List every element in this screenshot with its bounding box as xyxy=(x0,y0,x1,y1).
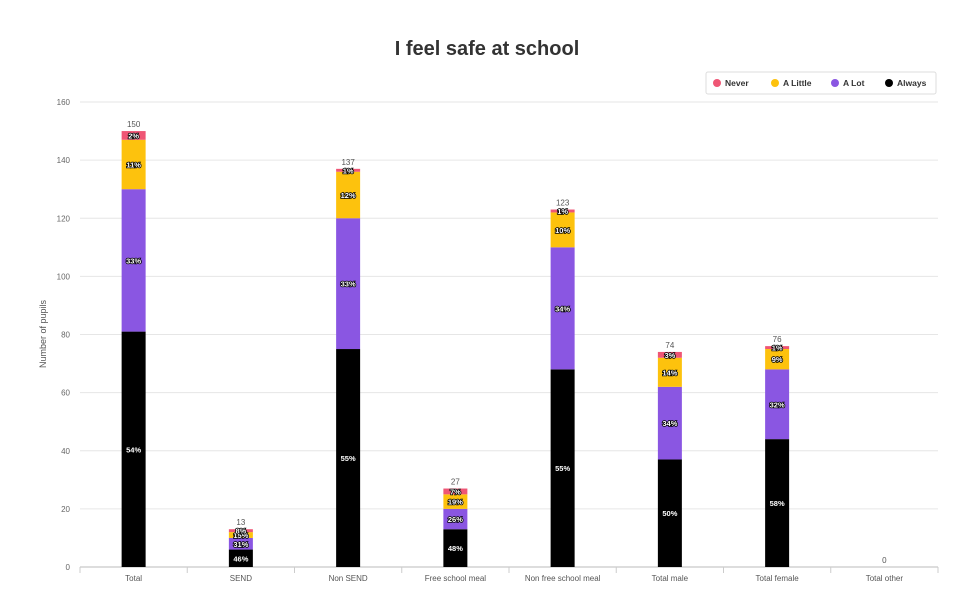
legend: Never A Little A Lot Always xyxy=(705,71,937,95)
bar-segment xyxy=(550,369,575,567)
bar-data-label: 55% xyxy=(555,464,570,473)
legend-item-label: A Little xyxy=(783,78,812,88)
bar-data-label: 34% xyxy=(662,419,677,428)
x-tick-label: Total xyxy=(125,574,142,583)
gridlines xyxy=(80,101,938,568)
x-tick-label: Total female xyxy=(756,574,800,583)
bar-segment xyxy=(228,537,253,550)
bar-data-label: 32% xyxy=(770,400,785,409)
bar-data-label: 26% xyxy=(448,515,463,524)
legend-swatch xyxy=(831,79,839,87)
y-tick-label: 40 xyxy=(61,447,70,456)
bar-data-label: 31% xyxy=(233,540,248,549)
bar-segment xyxy=(443,488,468,495)
bar-data-label: 15% xyxy=(233,531,248,540)
bar-segment xyxy=(443,508,468,530)
bar-total-label: 74 xyxy=(665,341,674,350)
bar-data-label: 1% xyxy=(772,344,783,353)
y-tick-label: 0 xyxy=(66,563,71,572)
bar-data-label: 46% xyxy=(233,554,248,563)
bar-segment xyxy=(550,212,575,248)
bar-segment xyxy=(228,529,253,533)
bar-segment xyxy=(336,218,361,350)
x-tick-label: SEND xyxy=(230,574,252,583)
bar-total-label: 76 xyxy=(773,335,782,344)
bar-data-label: 33% xyxy=(126,256,141,265)
bar-segment xyxy=(765,439,790,567)
y-tick-label: 160 xyxy=(57,98,71,107)
bar-data-label: 12% xyxy=(341,191,356,200)
bar-segment xyxy=(336,171,361,219)
y-tick-label: 60 xyxy=(61,389,70,398)
bar-segment xyxy=(228,532,253,538)
bar-segment xyxy=(765,349,790,370)
y-tick-label: 20 xyxy=(61,505,70,514)
bar-data-label: 8% xyxy=(235,527,246,536)
bar-data-label: 58% xyxy=(770,499,785,508)
bar-segment xyxy=(550,209,575,213)
bar-segment xyxy=(121,139,146,190)
bar-data-label: 14% xyxy=(662,368,677,377)
bar-data-label: 48% xyxy=(448,544,463,553)
legend-item-label: A Lot xyxy=(843,78,865,88)
legend-swatch xyxy=(771,79,779,87)
chart-title: I feel safe at school xyxy=(395,38,580,60)
bar-total-label: 150 xyxy=(127,120,141,129)
bar-segment xyxy=(336,349,361,567)
x-tick-label: Non SEND xyxy=(329,574,368,583)
bar-data-label: 3% xyxy=(664,351,675,360)
axes: 0 20 40 60 80 100 120 140 160 Total SEND Non SEND Fr… xyxy=(57,98,939,583)
bar-data-label: 1% xyxy=(557,207,568,216)
legend-swatch xyxy=(713,79,721,87)
bar-segment xyxy=(550,247,575,370)
bar-segment xyxy=(443,529,468,567)
bar-segment xyxy=(657,357,682,387)
bar-total-label: 137 xyxy=(341,158,355,167)
bar-data-label: 2% xyxy=(128,131,139,140)
bar-data-label: 55% xyxy=(341,454,356,463)
bar-segment xyxy=(765,369,790,440)
x-tick-label: Free school meal xyxy=(425,574,487,583)
y-axis-label: Number of pupils xyxy=(38,299,48,368)
bar-segment xyxy=(657,459,682,567)
bar-segment xyxy=(121,131,146,140)
y-tick-label: 100 xyxy=(57,272,71,281)
bar-data-label: 34% xyxy=(555,304,570,313)
y-tick-label: 140 xyxy=(57,156,71,165)
legend-swatch xyxy=(885,79,893,87)
y-tick-label: 120 xyxy=(57,214,71,223)
bar-data-label: 54% xyxy=(126,445,141,454)
bar-segment xyxy=(765,346,790,350)
x-tick-label: Total other xyxy=(866,574,904,583)
bar-data-label: 1% xyxy=(343,166,354,175)
bar-data-label: 33% xyxy=(341,280,356,289)
bars: 54%33%11%2%15046%31%15%8%1355%33%12%1%13… xyxy=(121,120,887,567)
bar-data-label: 11% xyxy=(126,160,141,169)
bar-data-label: 9% xyxy=(772,355,783,364)
bar-segment xyxy=(443,494,468,509)
bar-total-label: 13 xyxy=(236,518,245,527)
bar-segment xyxy=(121,331,146,567)
legend-item-label: Always xyxy=(897,78,927,88)
bar-data-label: 10% xyxy=(555,226,570,235)
bar-segment xyxy=(336,168,361,172)
bar-total-label: 0 xyxy=(882,556,887,565)
bar-segment xyxy=(657,351,682,358)
legend-box xyxy=(705,71,937,95)
bar-segment xyxy=(657,386,682,460)
legend-item-label: Never xyxy=(725,78,749,88)
bar-data-label: 7% xyxy=(450,487,461,496)
bar-data-label: 50% xyxy=(662,509,677,518)
bar-segment xyxy=(121,189,146,332)
y-tick-label: 80 xyxy=(61,331,70,340)
bar-segment xyxy=(228,549,253,567)
x-tick-label: Total male xyxy=(652,574,689,583)
x-tick-label: Non free school meal xyxy=(525,574,601,583)
bar-data-label: 19% xyxy=(448,498,463,507)
bar-total-label: 27 xyxy=(451,478,460,487)
bar-total-label: 123 xyxy=(556,199,570,208)
